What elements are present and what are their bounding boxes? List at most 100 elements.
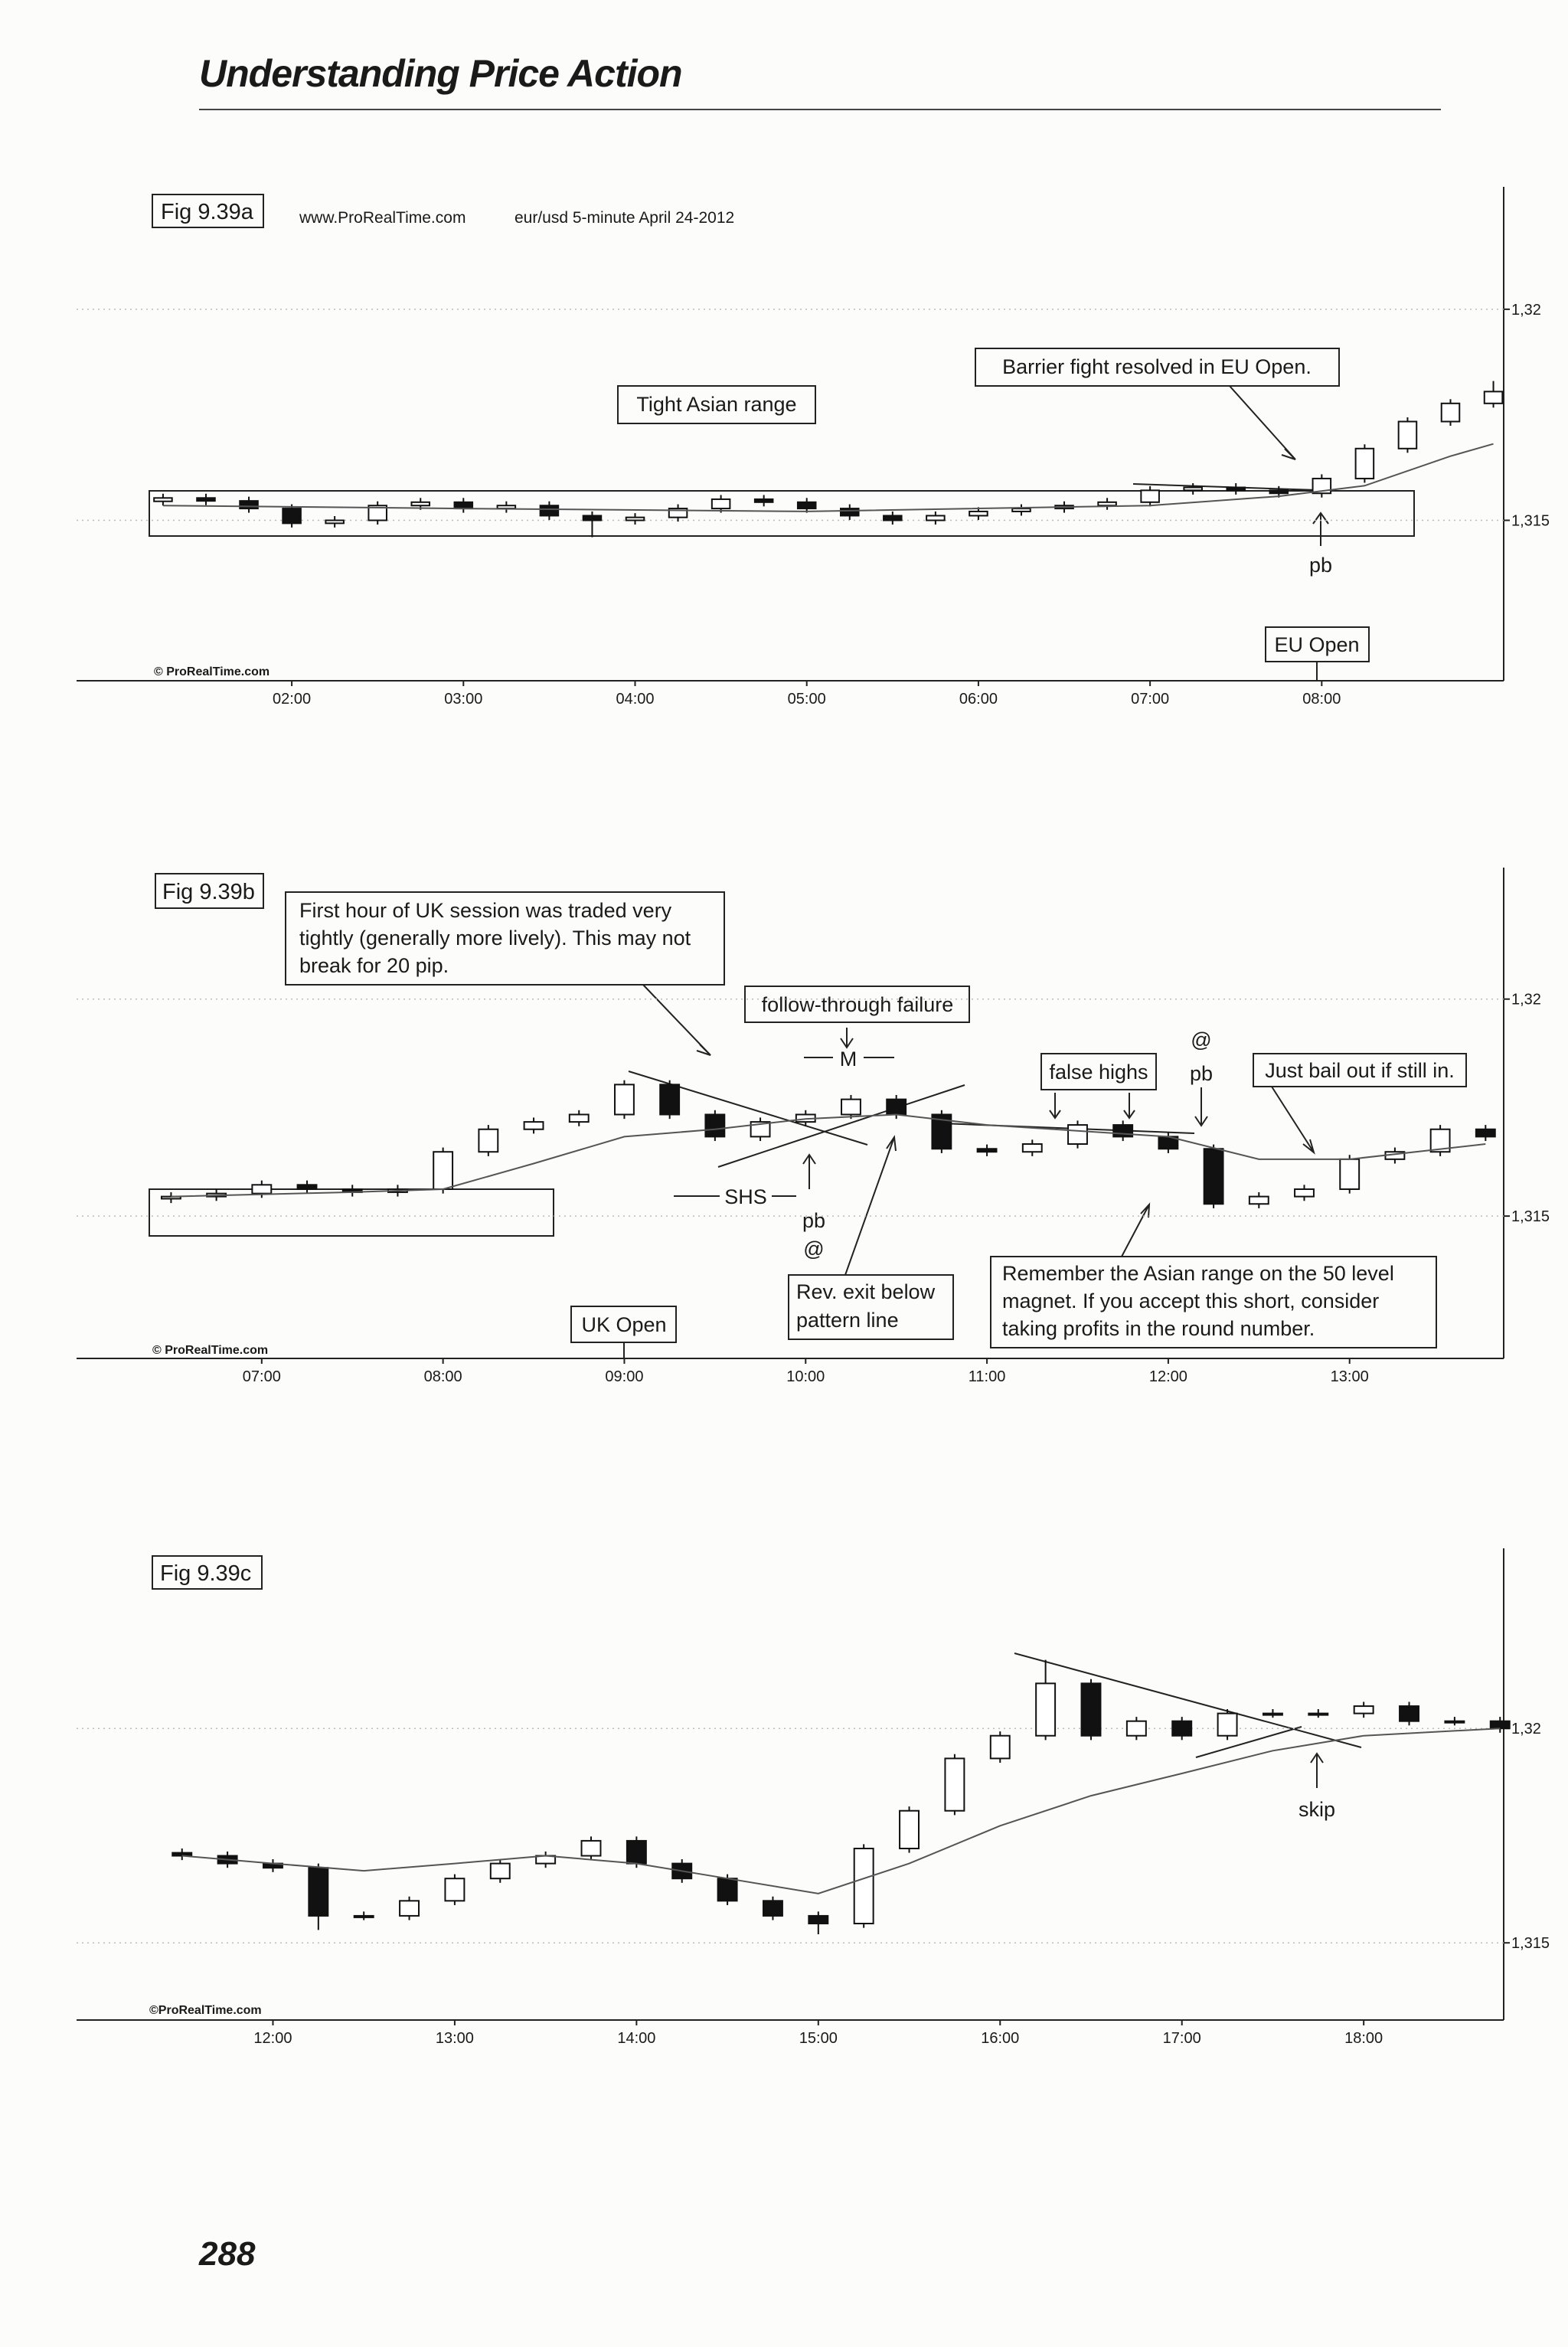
arrow — [844, 1135, 897, 1276]
arrow — [642, 984, 711, 1056]
candle-body — [410, 501, 431, 507]
candle-body — [453, 501, 474, 510]
candle-body — [1308, 1712, 1329, 1716]
candle-body — [1353, 1705, 1374, 1714]
x-tick-label: 14:00 — [617, 2030, 655, 2047]
candle-body — [489, 1862, 511, 1880]
annotation: UK Open — [581, 1313, 666, 1336]
candle-body — [353, 1914, 374, 1918]
candle-body — [976, 1148, 998, 1153]
candle-body — [196, 497, 216, 502]
candle-body — [989, 1734, 1011, 1760]
annotation: magnet. If you accept this short, consid… — [1002, 1290, 1379, 1312]
candle-body — [659, 1084, 681, 1116]
figure-label: Fig 9.39a — [161, 200, 254, 224]
annotation: SHS — [724, 1185, 767, 1208]
arrow — [802, 1153, 816, 1189]
candle-body — [668, 508, 688, 518]
annotation-box — [1253, 1053, 1467, 1087]
candle-body — [399, 1900, 420, 1917]
candle-body — [1312, 477, 1332, 495]
annotation: Just bail out if still in. — [1265, 1059, 1455, 1082]
figure-label-box — [152, 194, 264, 228]
candle-body — [883, 515, 903, 521]
source: www.ProRealTime.com — [299, 209, 466, 227]
annotation-box — [975, 348, 1340, 387]
x-tick-label: 18:00 — [1344, 2030, 1383, 2047]
candle-body — [750, 1121, 771, 1138]
y-tick-label: 1,32 — [1511, 992, 1541, 1008]
annotation: pb — [1309, 554, 1332, 577]
candle-body — [444, 1878, 466, 1902]
candle-body — [1294, 1188, 1315, 1198]
candle-body — [717, 1878, 738, 1902]
y-tick-label: 1,315 — [1511, 513, 1550, 530]
annotation: Remember the Asian range on the 50 level — [1002, 1262, 1394, 1285]
x-tick-label: 13:00 — [1331, 1368, 1369, 1385]
annotation-box — [285, 891, 725, 986]
annotation-box — [788, 1274, 954, 1340]
candle-body — [704, 1113, 726, 1138]
candle-body — [853, 1848, 874, 1924]
x-tick-label: 07:00 — [243, 1368, 281, 1385]
candle-body — [1080, 1682, 1102, 1737]
x-tick-label: 03:00 — [444, 691, 482, 708]
candle-body — [886, 1098, 907, 1116]
annotation: pb — [802, 1209, 825, 1232]
candle-body — [433, 1151, 454, 1190]
candle-body — [1035, 1682, 1057, 1737]
figure-label: Fig 9.39b — [162, 880, 255, 904]
candle-body — [239, 500, 259, 510]
candle-body — [1489, 1720, 1511, 1730]
annotation: @ — [803, 1237, 824, 1260]
arrow — [1312, 512, 1329, 546]
candle-body — [796, 501, 817, 510]
annotation-box — [1040, 1053, 1157, 1090]
y-tick-label: 1,315 — [1511, 1935, 1550, 1952]
moving-average — [171, 1113, 1486, 1198]
x-tick-label: 04:00 — [616, 691, 654, 708]
candle-body — [1444, 1720, 1465, 1724]
x-tick-label: 11:00 — [969, 1368, 1006, 1385]
candle-body — [944, 1757, 965, 1812]
arrow — [1121, 1202, 1151, 1257]
watermark: ©ProRealTime.com — [149, 2004, 262, 2017]
candle-body — [368, 505, 387, 521]
candle-body — [325, 519, 345, 525]
annotation: M — [840, 1048, 858, 1071]
trend-line — [1014, 1652, 1362, 1758]
candle-body — [753, 498, 774, 503]
annotation: break for 20 pip. — [299, 954, 449, 977]
annotation: pb — [1190, 1062, 1213, 1085]
annotation-box — [617, 385, 816, 424]
x-tick-label: 05:00 — [788, 691, 826, 708]
annotation: First hour of UK session was traded very — [299, 899, 672, 922]
annotation: false highs — [1049, 1061, 1148, 1084]
candle-body — [172, 1852, 193, 1857]
candle-body — [1354, 447, 1375, 479]
candle-body — [308, 1867, 329, 1917]
x-tick-label: 08:00 — [1302, 691, 1341, 708]
arrow — [1194, 1087, 1208, 1127]
annotation: Barrier fight resolved in EU Open. — [1002, 355, 1312, 378]
figure-label-box — [155, 873, 264, 909]
annotation: tightly (generally more lively). This ma… — [299, 927, 691, 950]
candle-body — [496, 505, 517, 510]
candle-body — [539, 505, 560, 517]
annotation: taking profits in the round number. — [1002, 1317, 1315, 1340]
candle-body — [1399, 1705, 1419, 1722]
candle-body — [1339, 1158, 1361, 1190]
watermark: © ProRealTime.com — [154, 665, 270, 678]
figure-label: Fig 9.39c — [160, 1561, 251, 1586]
arrow — [1049, 1093, 1135, 1120]
candle-body — [1140, 489, 1160, 503]
x-tick-label: 09:00 — [605, 1368, 643, 1385]
candle-body — [841, 1098, 861, 1116]
candle-body — [710, 498, 731, 510]
candle-body — [614, 1084, 635, 1116]
candle-body — [926, 515, 946, 521]
candle-body — [1397, 420, 1418, 449]
candle-body — [899, 1809, 920, 1849]
candle-body — [1217, 1712, 1238, 1737]
